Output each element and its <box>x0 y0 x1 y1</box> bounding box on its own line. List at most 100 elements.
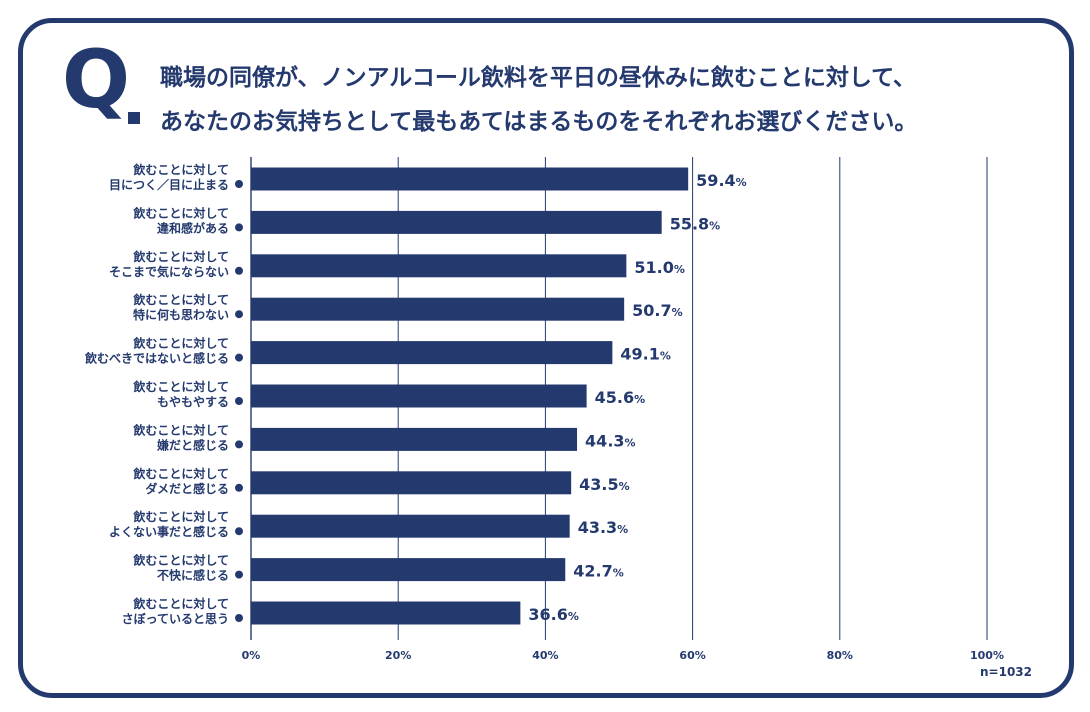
category-label-2: 飲むことに対して違和感がある <box>132 205 229 235</box>
bar-9 <box>251 514 570 538</box>
question-title-line-1: 職場の同僚が、ノンアルコール飲料を平日の昼休みに飲むことに対して、 <box>160 65 917 91</box>
category-label-line: 飲むことに対して <box>132 162 229 177</box>
category-label-line: そこまで気にならない <box>109 264 229 279</box>
value-label-3: 51.0% <box>634 258 685 277</box>
category-label-line: 飲むことに対して <box>132 379 229 394</box>
category-label-line: 特に何も思わない <box>133 307 229 322</box>
category-label-4: 飲むことに対して特に何も思わない <box>132 292 229 322</box>
category-bullet-8 <box>235 483 243 492</box>
bar-8 <box>251 471 572 495</box>
value-percent: % <box>619 480 630 493</box>
category-label-9: 飲むことに対してよくない事だと感じる <box>109 509 229 539</box>
value-label-1: 59.4% <box>696 171 747 190</box>
value-percent: % <box>617 523 628 536</box>
x-tick-label: 40% <box>532 649 558 662</box>
category-label-line: 違和感がある <box>157 220 229 235</box>
category-label-line: もやもやする <box>157 395 229 409</box>
category-label-line: 嫌だと感じる <box>156 437 229 452</box>
bar-3 <box>251 254 627 278</box>
x-tick-label: 60% <box>679 649 705 662</box>
category-label-line: 飲むことに対して <box>132 509 229 524</box>
value-number: 50.7 <box>632 301 671 320</box>
category-label-line: 飲むことに対して <box>132 596 229 611</box>
category-label-7: 飲むことに対して嫌だと感じる <box>132 422 229 452</box>
category-label-6: 飲むことに対してもやもやする <box>132 379 229 409</box>
category-label-5: 飲むことに対して飲むべきではないと感じる <box>84 336 229 366</box>
value-label-11: 36.6% <box>528 605 579 624</box>
category-bullet-9 <box>235 527 243 536</box>
question-mark-dot <box>128 112 140 124</box>
value-label-5: 49.1% <box>620 345 671 364</box>
value-number: 43.5 <box>579 475 618 494</box>
value-label-10: 42.7% <box>573 562 624 581</box>
category-label-line: 飲むことに対して <box>132 336 229 351</box>
value-number: 36.6 <box>528 605 567 624</box>
category-bullet-2 <box>235 223 243 232</box>
sample-size-label: n=1032 <box>980 665 1032 679</box>
category-label-line: 目につく／目に止まる <box>109 177 229 192</box>
category-label-line: 飲むことに対して <box>132 249 229 264</box>
value-number: 44.3 <box>585 431 624 450</box>
value-label-2: 55.8% <box>670 214 721 233</box>
question-title-line-2: あなたのお気持ちとして最もあてはまるものをそれぞれお選びください。 <box>160 109 918 135</box>
category-bullet-1 <box>235 180 243 188</box>
x-tick-label: 100% <box>970 649 1004 662</box>
bar-6 <box>251 384 587 408</box>
value-percent: % <box>568 610 579 623</box>
value-number: 59.4 <box>696 171 735 190</box>
value-label-8: 43.5% <box>579 475 630 494</box>
category-label-line: さぼっていると思う <box>122 612 229 626</box>
category-label-line: 飲むことに対して <box>132 553 229 568</box>
bar-1 <box>251 167 689 191</box>
category-label-line: 飲むことに対して <box>132 466 229 481</box>
value-percent: % <box>736 176 747 189</box>
category-label-1: 飲むことに対して目につく／目に止まる <box>109 162 229 192</box>
question-title: 職場の同僚が、ノンアルコール飲料を平日の昼休みに飲むことに対して、 あなたのお気… <box>160 56 1060 144</box>
value-number: 51.0 <box>634 258 673 277</box>
category-label-line: よくない事だと感じる <box>109 524 229 539</box>
bar-10 <box>251 558 566 582</box>
x-tick-label: 80% <box>827 649 853 662</box>
bar-7 <box>251 427 578 451</box>
value-label-4: 50.7% <box>632 301 683 320</box>
bar-11 <box>251 601 521 625</box>
category-label-11: 飲むことに対してさぼっていると思う <box>122 596 229 626</box>
x-tick-label: 0% <box>242 649 261 662</box>
bar-2 <box>251 210 662 234</box>
category-label-3: 飲むことに対してそこまで気にならない <box>109 249 229 279</box>
value-label-7: 44.3% <box>585 431 636 450</box>
x-tick-label: 20% <box>385 649 411 662</box>
question-mark: Q <box>62 33 130 126</box>
category-bullet-7 <box>235 440 243 449</box>
value-label-9: 43.3% <box>578 518 629 537</box>
category-label-line: 不快に感じる <box>157 568 229 583</box>
category-bullet-6 <box>235 397 243 405</box>
category-label-line: 飲むことに対して <box>132 292 229 307</box>
value-percent: % <box>672 306 683 319</box>
category-bullet-4 <box>235 310 243 319</box>
category-bullet-11 <box>235 614 243 622</box>
value-number: 55.8 <box>670 214 709 233</box>
value-number: 45.6 <box>595 388 634 407</box>
value-percent: % <box>634 393 645 406</box>
bar-5 <box>251 341 613 365</box>
value-percent: % <box>625 436 636 449</box>
category-label-10: 飲むことに対して不快に感じる <box>132 553 229 583</box>
value-percent: % <box>709 219 720 232</box>
category-label-line: 飲むことに対して <box>132 205 229 220</box>
category-label-line: 飲むことに対して <box>132 422 229 437</box>
value-label-6: 45.6% <box>595 388 646 407</box>
value-percent: % <box>660 350 671 363</box>
category-bullet-10 <box>235 570 243 579</box>
value-number: 49.1 <box>620 345 659 364</box>
value-percent: % <box>613 567 624 580</box>
bar-4 <box>251 297 625 321</box>
category-label-8: 飲むことに対してダメだと感じる <box>132 466 229 496</box>
category-label-line: ダメだと感じる <box>145 481 229 496</box>
category-bullet-5 <box>235 353 243 362</box>
value-number: 42.7 <box>573 562 612 581</box>
value-percent: % <box>674 263 685 276</box>
value-number: 43.3 <box>578 518 617 537</box>
category-label-line: 飲むべきではないと感じる <box>84 351 229 366</box>
